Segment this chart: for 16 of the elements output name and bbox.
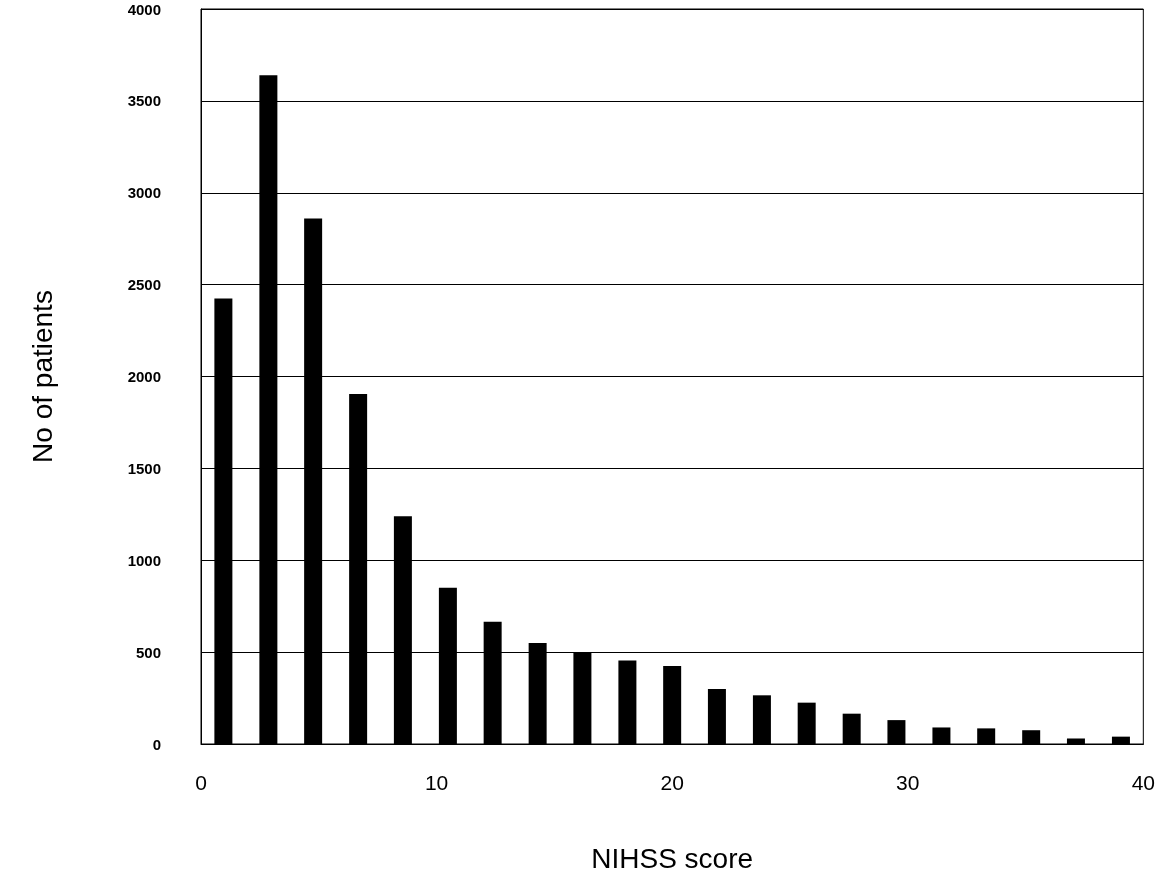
y-tick-label: 2500 <box>127 276 161 294</box>
y-tick-label: 1000 <box>127 551 161 569</box>
x-tick-label: 10 <box>424 771 449 794</box>
y-tick-label: 0 <box>152 735 161 753</box>
y-axis-title: No of patients <box>26 290 58 463</box>
y-tick-label: 4000 <box>127 0 161 18</box>
x-tick-label: 40 <box>1131 771 1155 794</box>
y-tick-label: 500 <box>135 643 161 661</box>
y-tick-label: 1500 <box>127 459 161 477</box>
x-tick-label: 20 <box>660 771 684 794</box>
x-tick-label: 30 <box>896 771 920 794</box>
x-axis-title: NIHSS score <box>591 842 754 874</box>
y-tick-label: 3500 <box>127 92 161 110</box>
y-tick-label: 3000 <box>127 184 161 202</box>
x-tick-label: 0 <box>195 771 207 794</box>
y-tick-label: 2000 <box>127 368 161 385</box>
